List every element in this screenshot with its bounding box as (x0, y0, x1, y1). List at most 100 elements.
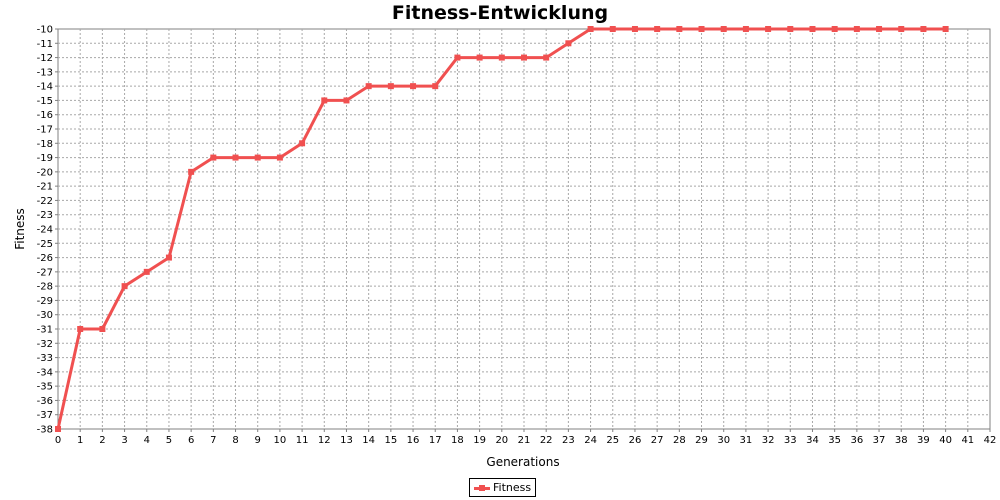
data-point (698, 26, 705, 32)
x-tick-label: 12 (318, 435, 331, 446)
data-point (809, 26, 816, 32)
data-point (742, 26, 749, 32)
data-point (609, 26, 616, 32)
data-point (521, 54, 527, 61)
x-tick-label: 1 (77, 435, 83, 446)
data-point (787, 26, 794, 32)
y-tick-label: -12 (37, 53, 53, 64)
x-tick-label: 35 (828, 435, 841, 446)
x-tick-label: 8 (232, 435, 238, 446)
y-tick-label: -29 (37, 296, 53, 307)
y-tick-label: -24 (37, 225, 53, 236)
x-tick-label: 23 (562, 435, 575, 446)
y-tick-label: -31 (37, 325, 53, 336)
legend-label-fitness: Fitness (493, 481, 532, 494)
x-tick-label: 18 (451, 435, 464, 446)
y-tick-label: -34 (37, 367, 53, 378)
x-tick-label: 38 (895, 435, 908, 446)
x-tick-label: 3 (121, 435, 127, 446)
y-tick-label: -14 (37, 82, 53, 93)
data-point (676, 26, 683, 32)
data-point (565, 40, 572, 47)
data-point (587, 26, 594, 32)
data-point (831, 26, 838, 32)
x-tick-label: 32 (762, 435, 775, 446)
x-tick-label: 13 (340, 435, 353, 446)
y-tick-label: -37 (37, 410, 53, 421)
y-tick-label: -28 (37, 282, 53, 293)
x-tick-label: 25 (606, 435, 619, 446)
y-tick-label: -26 (37, 253, 53, 264)
x-tick-label: 24 (584, 435, 597, 446)
x-tick-label: 26 (629, 435, 642, 446)
x-tick-label: 31 (740, 435, 753, 446)
x-tick-label: 42 (984, 435, 997, 446)
x-tick-label: 39 (917, 435, 930, 446)
y-tick-label: -18 (37, 139, 53, 150)
x-tick-label: 36 (850, 435, 863, 446)
data-point (476, 54, 483, 61)
y-tick-label: -15 (37, 96, 53, 107)
y-tick-label: -10 (37, 25, 53, 36)
x-tick-label: 5 (166, 435, 172, 446)
data-point (498, 54, 505, 61)
x-tick-label: 4 (144, 435, 150, 446)
data-point (631, 26, 638, 32)
series-layer (55, 26, 949, 432)
data-point (365, 83, 372, 90)
x-tick-label: 2 (99, 435, 105, 446)
data-point (543, 54, 550, 61)
x-tick-label: 30 (717, 435, 730, 446)
chart-title: Fitness-Entwicklung (391, 2, 609, 24)
data-point (254, 154, 261, 161)
x-tick-label: 20 (495, 435, 508, 446)
y-tick-label: -16 (37, 110, 53, 121)
x-tick-label: 29 (695, 435, 708, 446)
data-point (920, 26, 927, 32)
y-tick-label: -38 (37, 425, 53, 436)
x-tick-label: 11 (296, 435, 309, 446)
data-point (942, 26, 949, 32)
data-point (410, 83, 417, 90)
data-point (165, 254, 172, 261)
data-point (876, 26, 883, 32)
x-tick-label: 28 (673, 435, 686, 446)
y-tick-label: -36 (37, 396, 53, 407)
y-axis-label: Fitness (13, 208, 27, 250)
x-tick-label: 7 (210, 435, 216, 446)
data-point (720, 26, 727, 32)
data-point (99, 326, 106, 332)
data-point (343, 97, 350, 104)
x-tick-label: 33 (784, 435, 797, 446)
x-tick-label: 37 (873, 435, 886, 446)
legend-series-swatch (473, 482, 491, 494)
data-point (898, 26, 905, 32)
data-point (77, 326, 84, 332)
data-point (121, 283, 128, 290)
data-point (210, 154, 217, 161)
legend: Fitness (469, 478, 537, 497)
data-point (387, 83, 394, 90)
data-point (654, 26, 661, 32)
x-tick-label: 14 (362, 435, 375, 446)
y-tick-label: -23 (37, 210, 53, 221)
data-point (276, 154, 283, 161)
data-point (143, 268, 150, 275)
x-tick-label: 41 (961, 435, 974, 446)
data-point (454, 54, 461, 61)
y-tick-label: -21 (37, 182, 53, 193)
x-tick-label: 27 (651, 435, 664, 446)
x-tick-label: 6 (188, 435, 194, 446)
y-tick-label: -22 (37, 196, 53, 207)
y-axis: -10 -11 -12 -13 -14 -15 -16 -17 -18 -19 -20 -21 -22 -… (37, 25, 58, 436)
data-point (55, 426, 61, 432)
data-point (232, 154, 239, 161)
y-tick-label: -33 (37, 353, 53, 364)
x-tick-label: 16 (407, 435, 420, 446)
x-axis-label: Generations (486, 455, 559, 469)
data-point (188, 168, 195, 175)
x-tick-label: 15 (384, 435, 397, 446)
y-tick-label: -13 (37, 67, 53, 78)
